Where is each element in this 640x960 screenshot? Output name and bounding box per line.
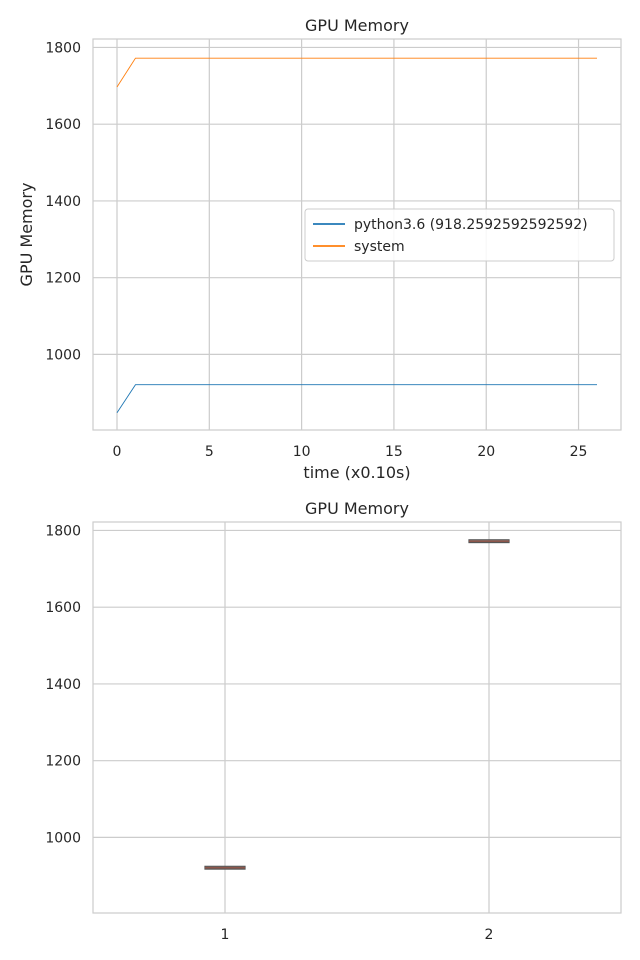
y-tick-labels: 1000 1200 1400 1600 1800: [45, 40, 81, 363]
series-lines: [116, 57, 597, 413]
y-tick-label: 1400: [45, 677, 81, 693]
x-axis-label: time (x0.10s): [303, 463, 410, 482]
x-tick-label: 5: [205, 444, 214, 460]
plot-area: [92, 38, 622, 431]
x-tick-label: 15: [385, 444, 403, 460]
y-tick-label: 1800: [45, 523, 81, 539]
series-line-1: [116, 384, 597, 413]
legend-label: system: [354, 239, 405, 255]
legend-box: [304, 208, 615, 262]
y-tick-labels: 1000 1200 1400 1600 1800: [45, 523, 81, 846]
legend: python3.6 (918.2592592592592) system: [304, 208, 615, 262]
y-axis-label: GPU Memory: [17, 183, 36, 287]
x-tick-label: 25: [570, 444, 588, 460]
y-tick-label: 1600: [45, 117, 81, 133]
x-tick-label: 0: [113, 444, 122, 460]
chart-title: GPU Memory: [305, 16, 409, 35]
series-line-2: [116, 57, 597, 88]
y-tick-label: 1000: [45, 830, 81, 846]
y-tick-label: 1400: [45, 194, 81, 210]
x-tick-label: 10: [293, 444, 311, 460]
y-tick-label: 1800: [45, 40, 81, 56]
y-tick-label: 1600: [45, 600, 81, 616]
x-tick-labels: 0 5 10 15 20 25: [113, 444, 588, 460]
chart-title: GPU Memory: [305, 499, 409, 518]
plot-area: [92, 521, 622, 914]
y-tick-label: 1200: [45, 271, 81, 287]
boxes: [204, 539, 510, 870]
y-tick-label: 1000: [45, 347, 81, 363]
x-tick-label: 2: [485, 927, 494, 943]
grid: [93, 522, 621, 913]
x-tick-label: 20: [477, 444, 495, 460]
x-tick-label: 1: [221, 927, 230, 943]
y-tick-label: 1200: [45, 754, 81, 770]
legend-label: python3.6 (918.2592592592592): [354, 217, 588, 233]
line-chart: 0 5 10 15 20 25 1000 1200 1400 1600 1800 GPU Memo…: [17, 16, 622, 482]
